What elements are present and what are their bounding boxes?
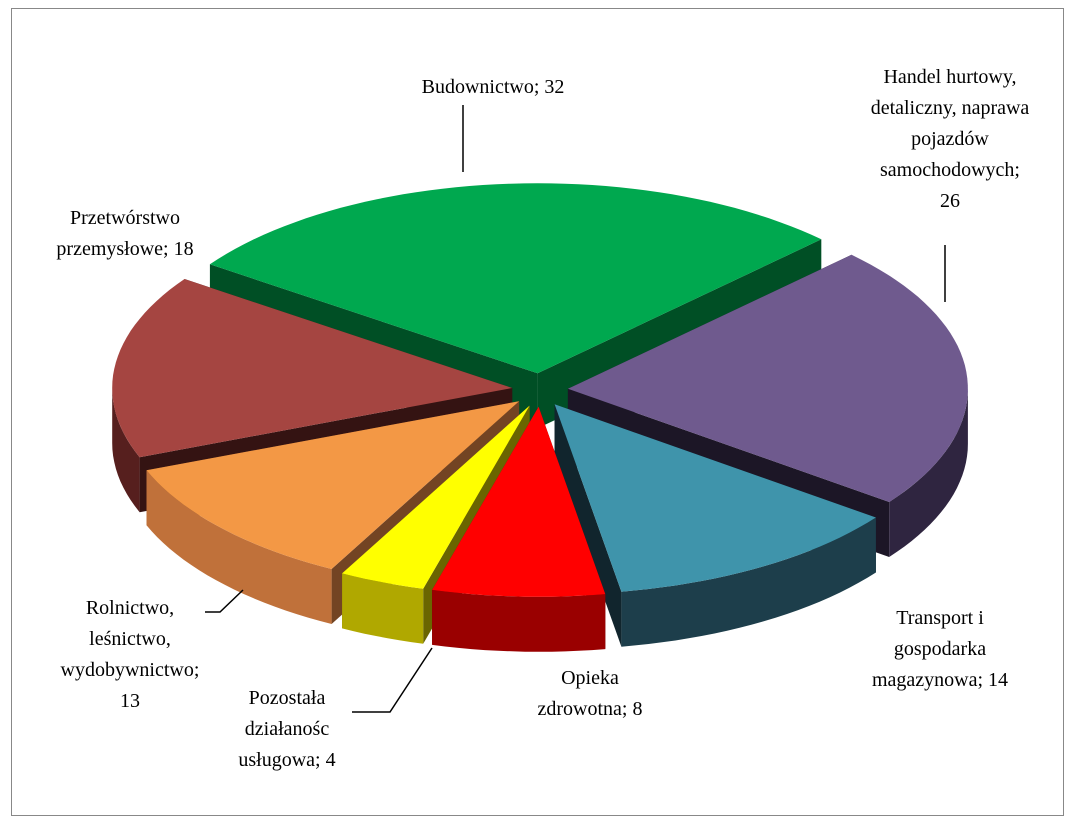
slice (432, 406, 606, 652)
slice (554, 404, 876, 647)
slice-top (209, 183, 822, 374)
slice-top (146, 401, 520, 569)
data-label: Opieka zdrowotna; 8 (537, 667, 643, 720)
leader-line (205, 589, 244, 613)
slice-side (889, 388, 968, 557)
chart-frame (11, 8, 1064, 816)
slice-top (554, 404, 876, 592)
data-label: Pozostała działanośc usługowa; 4 (238, 687, 336, 771)
data-label: Przetwórstwo przemysłowe; 18 (56, 207, 194, 260)
leader-line (352, 647, 433, 713)
data-label: Handel hurtowy, detaliczny, naprawa poja… (870, 66, 1030, 212)
data-label: Transport i gospodarka magazynowa; 14 (871, 607, 1009, 691)
slice-side (342, 573, 424, 644)
data-label: Rolnictwo, leśnictwo, wydobywnictwo; 13 (60, 597, 200, 712)
slice-side (621, 517, 876, 647)
slice-top (342, 405, 530, 589)
slice-side (432, 589, 606, 652)
slice-top (567, 254, 968, 502)
slice-top (112, 279, 513, 458)
slice-top (432, 406, 606, 597)
slice-side (112, 388, 140, 513)
slice-side (146, 470, 332, 624)
slice-wall (554, 404, 622, 647)
data-label: Budownictwo; 32 (421, 76, 565, 98)
